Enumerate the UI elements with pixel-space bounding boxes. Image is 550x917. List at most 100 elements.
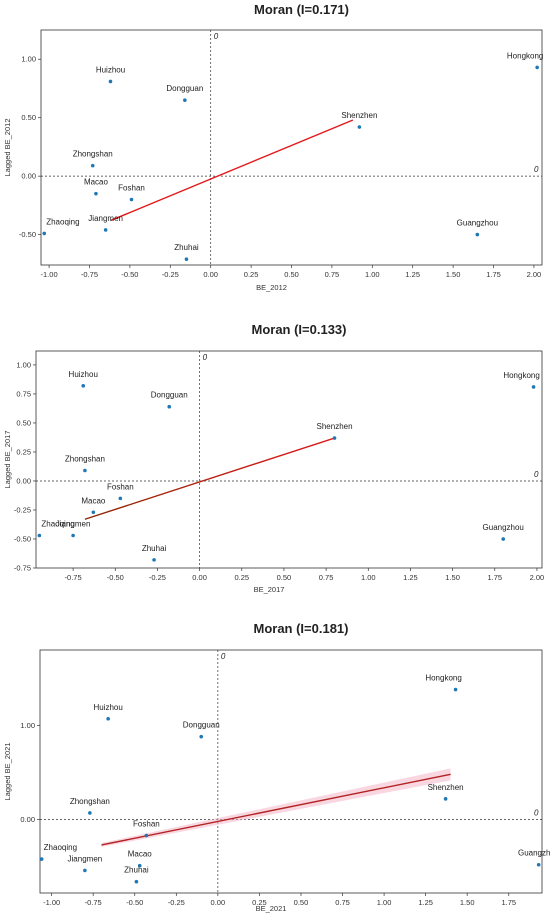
point-label-jiangmen: Jiangmen <box>68 854 103 863</box>
y-tick-label: 0.50 <box>21 113 36 122</box>
point-macao <box>91 510 96 515</box>
point-hongkong <box>453 687 458 692</box>
moran-panel-3: Moran (I=0.181) 0 0 -1.00 -0.75 -0.50 -0.25 0.0… <box>3 621 550 913</box>
point-zhaoqing <box>39 857 44 861</box>
y-tick-label: -0.25 <box>14 505 31 514</box>
x-tick-label: -0.50 <box>121 270 138 279</box>
x-tick-label: 1.00 <box>377 898 392 907</box>
regression-line <box>84 437 335 520</box>
y-tick-label: -0.50 <box>14 534 31 543</box>
y-tick-label: -0.75 <box>14 564 31 573</box>
point-guangzhou <box>536 862 541 867</box>
y-axis-label: Lagged BE_2021 <box>3 743 12 801</box>
point-hongkong <box>531 385 536 389</box>
x-tick-label: 1.75 <box>486 270 501 279</box>
point-label-zhaoqing: Zhaoqing <box>41 520 74 529</box>
y-tick-label: 1.00 <box>21 55 36 64</box>
point-label-shenzhen: Shenzhen <box>341 111 377 120</box>
x-tick-label: 0.50 <box>294 898 309 907</box>
point-zhuhai <box>184 257 189 261</box>
point-shenzhen <box>357 125 362 129</box>
x-tick-label: 1.50 <box>446 270 461 279</box>
point-zhongshan <box>83 468 87 473</box>
x-axis-label: BE_2021 <box>256 904 287 913</box>
regression-line <box>101 773 451 846</box>
point-zhaoqing <box>37 533 42 538</box>
x-tick-label: 0.75 <box>335 898 350 907</box>
x-tick-label: 0.75 <box>319 573 334 582</box>
point-label-macao: Macao <box>84 178 109 187</box>
point-dongguan <box>183 98 187 102</box>
chart-title: Moran (I=0.171) <box>254 2 349 17</box>
point-macao <box>94 191 98 196</box>
point-huizhou <box>108 79 113 84</box>
x-tick-label: -1.00 <box>43 898 60 907</box>
point-zhaoqing <box>42 231 47 236</box>
x-tick-label: -0.25 <box>162 270 179 279</box>
x-tick-label: 1.50 <box>460 898 475 907</box>
y-tick-label: 0.00 <box>21 172 36 181</box>
point-label-guangzhou: Guangzhou <box>457 219 498 228</box>
point-jiangmen <box>71 533 75 538</box>
x-tick-label: 1.25 <box>403 573 418 582</box>
point-label-guangzhou: Guangzhou <box>483 523 524 532</box>
x-axis-label: BE_2017 <box>254 585 285 594</box>
zero-label-horizontal: 0 <box>534 470 539 479</box>
point-label-hongkong: Hongkong <box>507 51 543 60</box>
point-dongguan <box>167 404 172 409</box>
x-tick-label: -0.75 <box>65 573 82 582</box>
x-tick-label: 1.25 <box>418 898 433 907</box>
point-foshan <box>144 833 149 838</box>
point-label-hongkong: Hongkong <box>425 674 461 683</box>
point-label-zhongshan: Zhongshan <box>73 150 113 159</box>
point-label-macao: Macao <box>81 496 106 505</box>
point-label-foshan: Foshan <box>107 482 134 491</box>
point-label-macao: Macao <box>128 850 153 859</box>
point-label-zhaoqing: Zhaoqing <box>46 217 79 226</box>
point-label-zhuhai: Zhuhai <box>142 544 167 553</box>
x-tick-label: -0.50 <box>107 573 124 582</box>
y-axis-label: Lagged BE_2012 <box>3 119 12 177</box>
y-tick-label: 0.00 <box>16 476 31 485</box>
point-huizhou <box>106 716 110 721</box>
point-zhuhai <box>134 879 139 884</box>
chart-title: Moran (I=0.181) <box>253 621 348 636</box>
x-tick-label: 0.25 <box>244 270 259 279</box>
x-tick-label: 2.00 <box>527 270 542 279</box>
regression-line <box>110 119 354 222</box>
x-tick-label: 1.00 <box>365 270 380 279</box>
y-tick-label: 1.00 <box>20 721 35 730</box>
y-tick-label: 0.50 <box>16 418 31 427</box>
point-jiangmen <box>103 228 108 232</box>
zero-label-vertical: 0 <box>214 32 219 41</box>
point-label-foshan: Foshan <box>133 820 160 829</box>
point-label-dongguan: Dongguan <box>166 84 203 93</box>
point-shenzhen <box>443 797 448 801</box>
point-label-huizhou: Huizhou <box>69 370 98 379</box>
point-huizhou <box>81 384 86 388</box>
point-label-dongguan: Dongguan <box>183 721 220 730</box>
x-tick-label: 1.75 <box>487 573 502 582</box>
point-label-huizhou: Huizhou <box>96 65 125 74</box>
x-tick-label: -0.50 <box>126 898 143 907</box>
y-tick-label: -0.50 <box>19 230 36 239</box>
point-jiangmen <box>83 868 87 873</box>
plot-frame <box>35 350 543 569</box>
point-zhuhai <box>152 558 156 562</box>
x-tick-label: -0.25 <box>149 573 166 582</box>
point-zhongshan <box>88 811 92 815</box>
point-dongguan <box>199 734 204 739</box>
x-tick-label: -0.75 <box>81 270 98 279</box>
x-tick-label: 0.25 <box>252 898 267 907</box>
zero-label-horizontal: 0 <box>534 809 539 818</box>
point-hongkong <box>535 65 539 70</box>
moran-panel-2: Moran (I=0.133) 0 0 -0.75 -0.50 -0.25 0.00 0.25… <box>3 322 544 594</box>
y-tick-label: 0.25 <box>16 447 31 456</box>
point-label-dongguan: Dongguan <box>151 391 188 400</box>
x-tick-label: -0.25 <box>168 898 185 907</box>
fit-confidence-band <box>101 768 451 847</box>
x-tick-label: 0.50 <box>277 573 292 582</box>
zero-label-vertical: 0 <box>203 353 208 362</box>
point-label-jiangmen: Jiangmen <box>88 214 123 223</box>
x-axis-label: BE_2012 <box>256 283 287 292</box>
